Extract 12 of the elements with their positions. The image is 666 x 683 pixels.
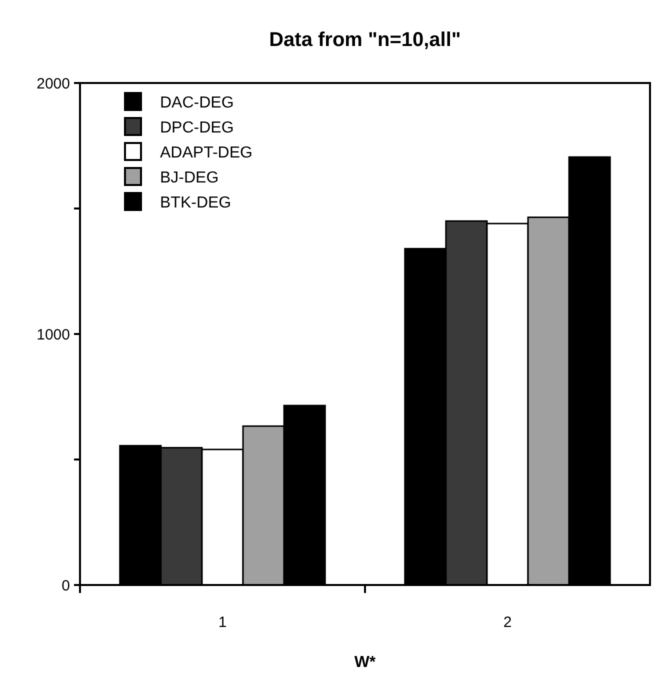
legend-label: DPC-DEG [160,120,234,137]
x-tick-label: 1 [218,614,227,631]
chart-title: Data from "n=10,all" [269,29,461,51]
y-tick-label: 2000 [36,75,70,92]
y-tick-label: 0 [62,577,70,594]
legend-label: BTK-DEG [160,194,232,212]
x-tick-label: 2 [503,614,512,631]
y-tick-label: 1000 [36,326,70,344]
legend-label: BJ-DEG [160,170,219,187]
legend-label: DAC-DEG [160,94,234,112]
legend-label: ADAPT-DEG [160,144,252,162]
x-axis-title: W* [354,654,376,671]
